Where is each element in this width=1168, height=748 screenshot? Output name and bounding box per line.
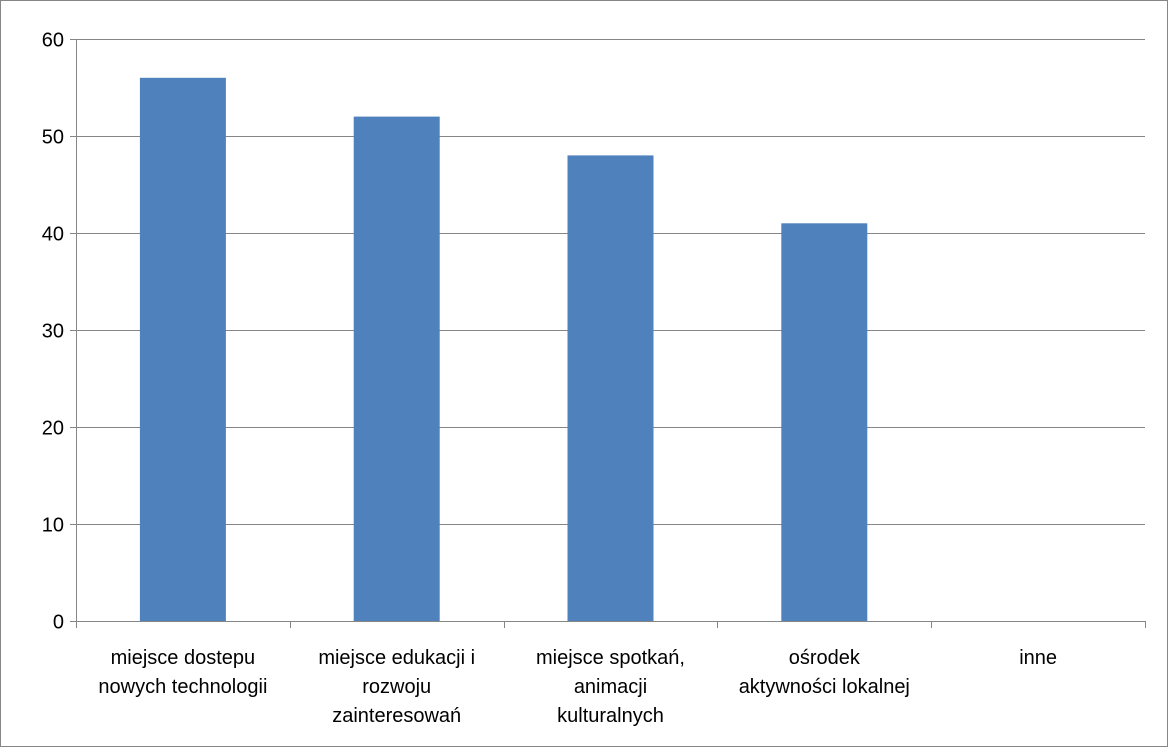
x-category-label-line: inne [1019, 647, 1057, 669]
x-category-label-line: miejsce spotkań, [536, 647, 685, 669]
x-category-label-line: miejsce edukacji i [318, 647, 475, 669]
bar-2 [353, 116, 440, 621]
x-category-labels: miejsce dostepu nowych technologiimiejsce… [98, 647, 1057, 727]
y-tick-label-50: 50 [42, 127, 64, 149]
axes [70, 39, 1146, 628]
x-category-label-line: animacji [574, 676, 647, 698]
x-category-label-line: miejsce dostepu [111, 647, 256, 669]
y-tick-label-60: 60 [42, 30, 64, 52]
x-category-label-line: kulturalnych [557, 705, 664, 727]
y-tick-label-20: 20 [42, 418, 64, 440]
x-category-label-1: miejsce dostepu nowych technologii [98, 647, 267, 698]
x-category-label-line: rozwoju [362, 676, 431, 698]
x-category-label-2: miejsce edukacji i rozwoju zainteresowań [318, 647, 475, 727]
bar-3 [567, 155, 654, 621]
bar-1 [139, 77, 226, 622]
y-tick-labels: 0 10 20 30 40 50 60 [42, 30, 64, 634]
x-category-label-line: ośrodek [789, 647, 861, 669]
x-category-label-4: ośrodek aktywności lokalnej [739, 647, 910, 698]
y-tick-label-40: 40 [42, 224, 64, 246]
x-category-label-line: aktywności lokalnej [739, 676, 910, 698]
x-category-label-3: miejsce spotkań, animacji kulturalnych [536, 647, 685, 727]
x-category-label-line: zainteresowań [332, 705, 461, 727]
y-tick-label-0: 0 [53, 612, 64, 634]
y-tick-label-30: 30 [42, 321, 64, 343]
x-category-label-line: nowych technologii [98, 676, 267, 698]
x-category-label-5: inne [1019, 647, 1057, 669]
bars [139, 77, 868, 622]
bar-4 [781, 223, 868, 622]
y-tick-label-10: 10 [42, 515, 64, 537]
